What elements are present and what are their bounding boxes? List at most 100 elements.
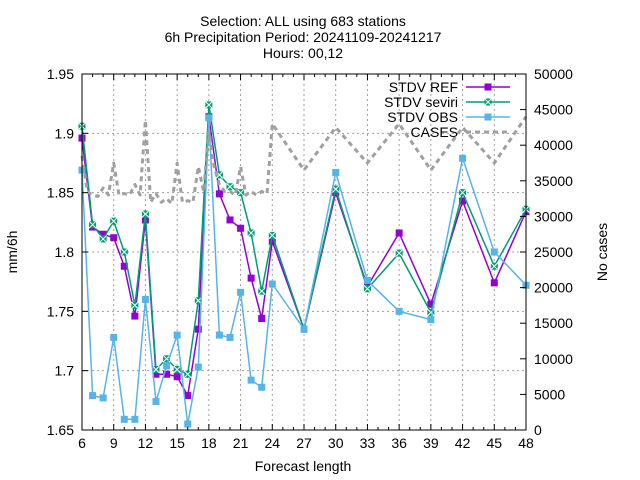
y2-tick-label: 25000 (534, 244, 573, 260)
data-point-stdv-obs (490, 248, 498, 256)
data-point-stdv-obs (226, 333, 234, 341)
data-point-stdv-ref (459, 197, 467, 205)
y2-tick-label: 40000 (534, 137, 573, 153)
data-point-mark-stdv-seviri (363, 284, 372, 293)
data-point-stdv-obs (427, 316, 435, 324)
data-point-stdv-obs (300, 325, 308, 333)
y2-tick-label: 45000 (534, 102, 573, 118)
data-point-mark-stdv-seviri (120, 248, 129, 256)
data-point-stdv-ref (237, 224, 245, 232)
x-tick-label: 39 (423, 435, 439, 451)
data-point-stdv-obs (152, 398, 160, 406)
y2-tick-label: 0 (534, 422, 542, 438)
data-point-mark-stdv-seviri (99, 235, 107, 243)
data-point-mark-stdv-seviri (109, 217, 118, 226)
data-point-stdv-ref (395, 229, 403, 237)
chart-title-line-2: 6h Precipitation Period: 20241109-202412… (165, 29, 442, 45)
y2-tick-label: 5000 (534, 386, 565, 402)
data-point-stdv-ref (131, 312, 139, 320)
data-point-stdv-obs (194, 363, 202, 371)
data-point-stdv-obs (163, 362, 171, 370)
x-tick-label: 30 (328, 435, 344, 451)
y-tick-label: 1.95 (47, 66, 74, 82)
data-point-mark-stdv-seviri (141, 210, 150, 218)
data-point-stdv-ref (110, 234, 118, 242)
legend-marker-stdv-obs (484, 113, 492, 121)
data-point-stdv-ref (258, 314, 266, 322)
data-point-mark-stdv-seviri (236, 188, 245, 197)
y2-tick-label: 15000 (534, 315, 573, 331)
y-tick-label: 1.65 (47, 422, 74, 438)
legend-label-stdv-ref: STDV REF (389, 79, 458, 95)
x-axis-label: Forecast length (255, 458, 352, 474)
chart-title-line-3: Hours: 00,12 (263, 45, 343, 61)
y-tick-label: 1.7 (55, 363, 75, 379)
x-tick-label: 48 (518, 435, 534, 451)
y2-tick-label: 35000 (534, 173, 573, 189)
data-point-stdv-obs (173, 331, 181, 339)
data-point-stdv-obs (110, 333, 118, 341)
data-point-mark-stdv-seviri (88, 220, 97, 229)
y-tick-label: 1.75 (47, 303, 74, 319)
x-tick-label: 33 (360, 435, 376, 451)
data-point-mark-stdv-seviri (173, 365, 181, 374)
data-point-stdv-ref (268, 237, 276, 245)
data-point-stdv-ref (173, 373, 181, 381)
data-point-stdv-obs (247, 376, 255, 384)
data-point-stdv-obs (89, 392, 97, 400)
grid-layer (82, 74, 526, 430)
data-point-stdv-obs (131, 415, 139, 423)
data-point-mark-stdv-seviri (247, 229, 255, 237)
x-tick-label: 9 (110, 435, 118, 451)
x-tick-label: 6 (78, 435, 86, 451)
x-tick-label: 15 (169, 435, 185, 451)
legend-marker-x-stdv-seviri (484, 98, 492, 106)
data-point-stdv-ref (163, 370, 171, 378)
x-tick-label: 42 (455, 435, 471, 451)
data-point-stdv-ref (427, 300, 435, 308)
y2-tick-label: 50000 (534, 66, 573, 82)
x-tick-label: 18 (201, 435, 217, 451)
data-point-mark-stdv-seviri (268, 231, 277, 240)
x-tick-label: 36 (391, 435, 407, 451)
data-point-mark-stdv-seviri (257, 287, 266, 296)
y-axis-label: mm/6h (4, 231, 20, 274)
x-tick-label: 45 (486, 435, 502, 451)
data-point-stdv-obs (363, 276, 371, 284)
legend-label-cases: CASES (411, 124, 458, 140)
y2-tick-label: 30000 (534, 208, 573, 224)
data-point-stdv-obs (120, 415, 128, 423)
data-point-mark-stdv-seviri (205, 100, 213, 109)
data-point-stdv-ref (99, 230, 107, 238)
x-tick-label: 24 (264, 435, 280, 451)
y-tick-label: 1.9 (55, 125, 75, 141)
data-point-stdv-obs (258, 383, 266, 391)
y-tick-label: 1.85 (47, 185, 74, 201)
y2-axis-label: No cases (594, 223, 610, 281)
y2-tick-label: 10000 (534, 351, 573, 367)
y2-tick-label: 20000 (534, 280, 573, 296)
data-point-stdv-obs (332, 168, 340, 176)
data-point-mark-stdv-seviri (458, 188, 467, 197)
data-point-stdv-ref (184, 392, 192, 400)
series-layer (78, 100, 530, 428)
data-point-stdv-ref (152, 370, 160, 378)
data-point-mark-stdv-seviri (183, 370, 192, 379)
x-tick-label: 21 (233, 435, 249, 451)
data-point-stdv-obs (99, 394, 107, 402)
data-point-mark-stdv-seviri (226, 182, 234, 191)
data-point-stdv-ref (247, 274, 255, 282)
data-point-stdv-ref (332, 189, 340, 197)
chart-title-line-1: Selection: ALL using 683 stations (200, 13, 406, 29)
data-point-stdv-obs (205, 114, 213, 122)
data-point-stdv-ref (490, 279, 498, 287)
x-tick-label: 27 (296, 435, 312, 451)
data-point-stdv-obs (459, 154, 467, 162)
legend-label-stdv-obs: STDV OBS (387, 109, 458, 125)
data-point-stdv-obs (184, 420, 192, 428)
x-tick-label: 12 (138, 435, 154, 451)
data-point-stdv-obs (268, 280, 276, 288)
y-tick-label: 1.8 (55, 244, 75, 260)
